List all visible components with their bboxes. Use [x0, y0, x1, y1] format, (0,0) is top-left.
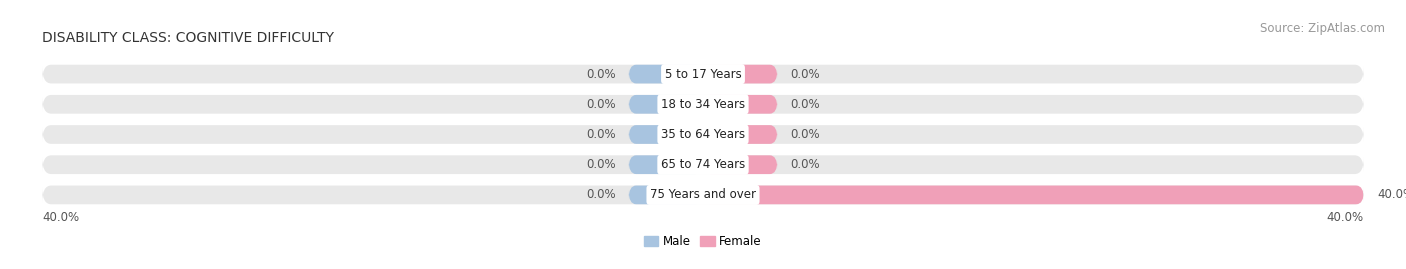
FancyBboxPatch shape — [628, 125, 703, 144]
Legend: Male, Female: Male, Female — [640, 230, 766, 253]
Text: 18 to 34 Years: 18 to 34 Years — [661, 98, 745, 111]
Text: 0.0%: 0.0% — [790, 98, 820, 111]
FancyBboxPatch shape — [628, 65, 703, 83]
FancyBboxPatch shape — [42, 125, 1364, 144]
Text: 40.0%: 40.0% — [42, 211, 79, 224]
FancyBboxPatch shape — [703, 125, 778, 144]
FancyBboxPatch shape — [703, 95, 778, 114]
Text: DISABILITY CLASS: COGNITIVE DIFFICULTY: DISABILITY CLASS: COGNITIVE DIFFICULTY — [42, 31, 335, 45]
FancyBboxPatch shape — [42, 155, 1364, 174]
Text: 0.0%: 0.0% — [790, 68, 820, 81]
FancyBboxPatch shape — [628, 186, 703, 204]
Text: 0.0%: 0.0% — [586, 158, 616, 171]
Text: 0.0%: 0.0% — [586, 98, 616, 111]
Text: 40.0%: 40.0% — [1376, 188, 1406, 201]
Text: 40.0%: 40.0% — [1327, 211, 1364, 224]
Text: 0.0%: 0.0% — [586, 188, 616, 201]
Text: Source: ZipAtlas.com: Source: ZipAtlas.com — [1260, 22, 1385, 34]
Text: 5 to 17 Years: 5 to 17 Years — [665, 68, 741, 81]
FancyBboxPatch shape — [42, 65, 1364, 83]
FancyBboxPatch shape — [628, 95, 703, 114]
Text: 0.0%: 0.0% — [790, 128, 820, 141]
FancyBboxPatch shape — [703, 65, 778, 83]
Text: 0.0%: 0.0% — [790, 158, 820, 171]
Text: 75 Years and over: 75 Years and over — [650, 188, 756, 201]
FancyBboxPatch shape — [703, 155, 778, 174]
Text: 35 to 64 Years: 35 to 64 Years — [661, 128, 745, 141]
Text: 65 to 74 Years: 65 to 74 Years — [661, 158, 745, 171]
Text: 0.0%: 0.0% — [586, 68, 616, 81]
Text: 0.0%: 0.0% — [586, 128, 616, 141]
FancyBboxPatch shape — [42, 95, 1364, 114]
FancyBboxPatch shape — [703, 186, 1364, 204]
FancyBboxPatch shape — [628, 155, 703, 174]
FancyBboxPatch shape — [42, 186, 1364, 204]
